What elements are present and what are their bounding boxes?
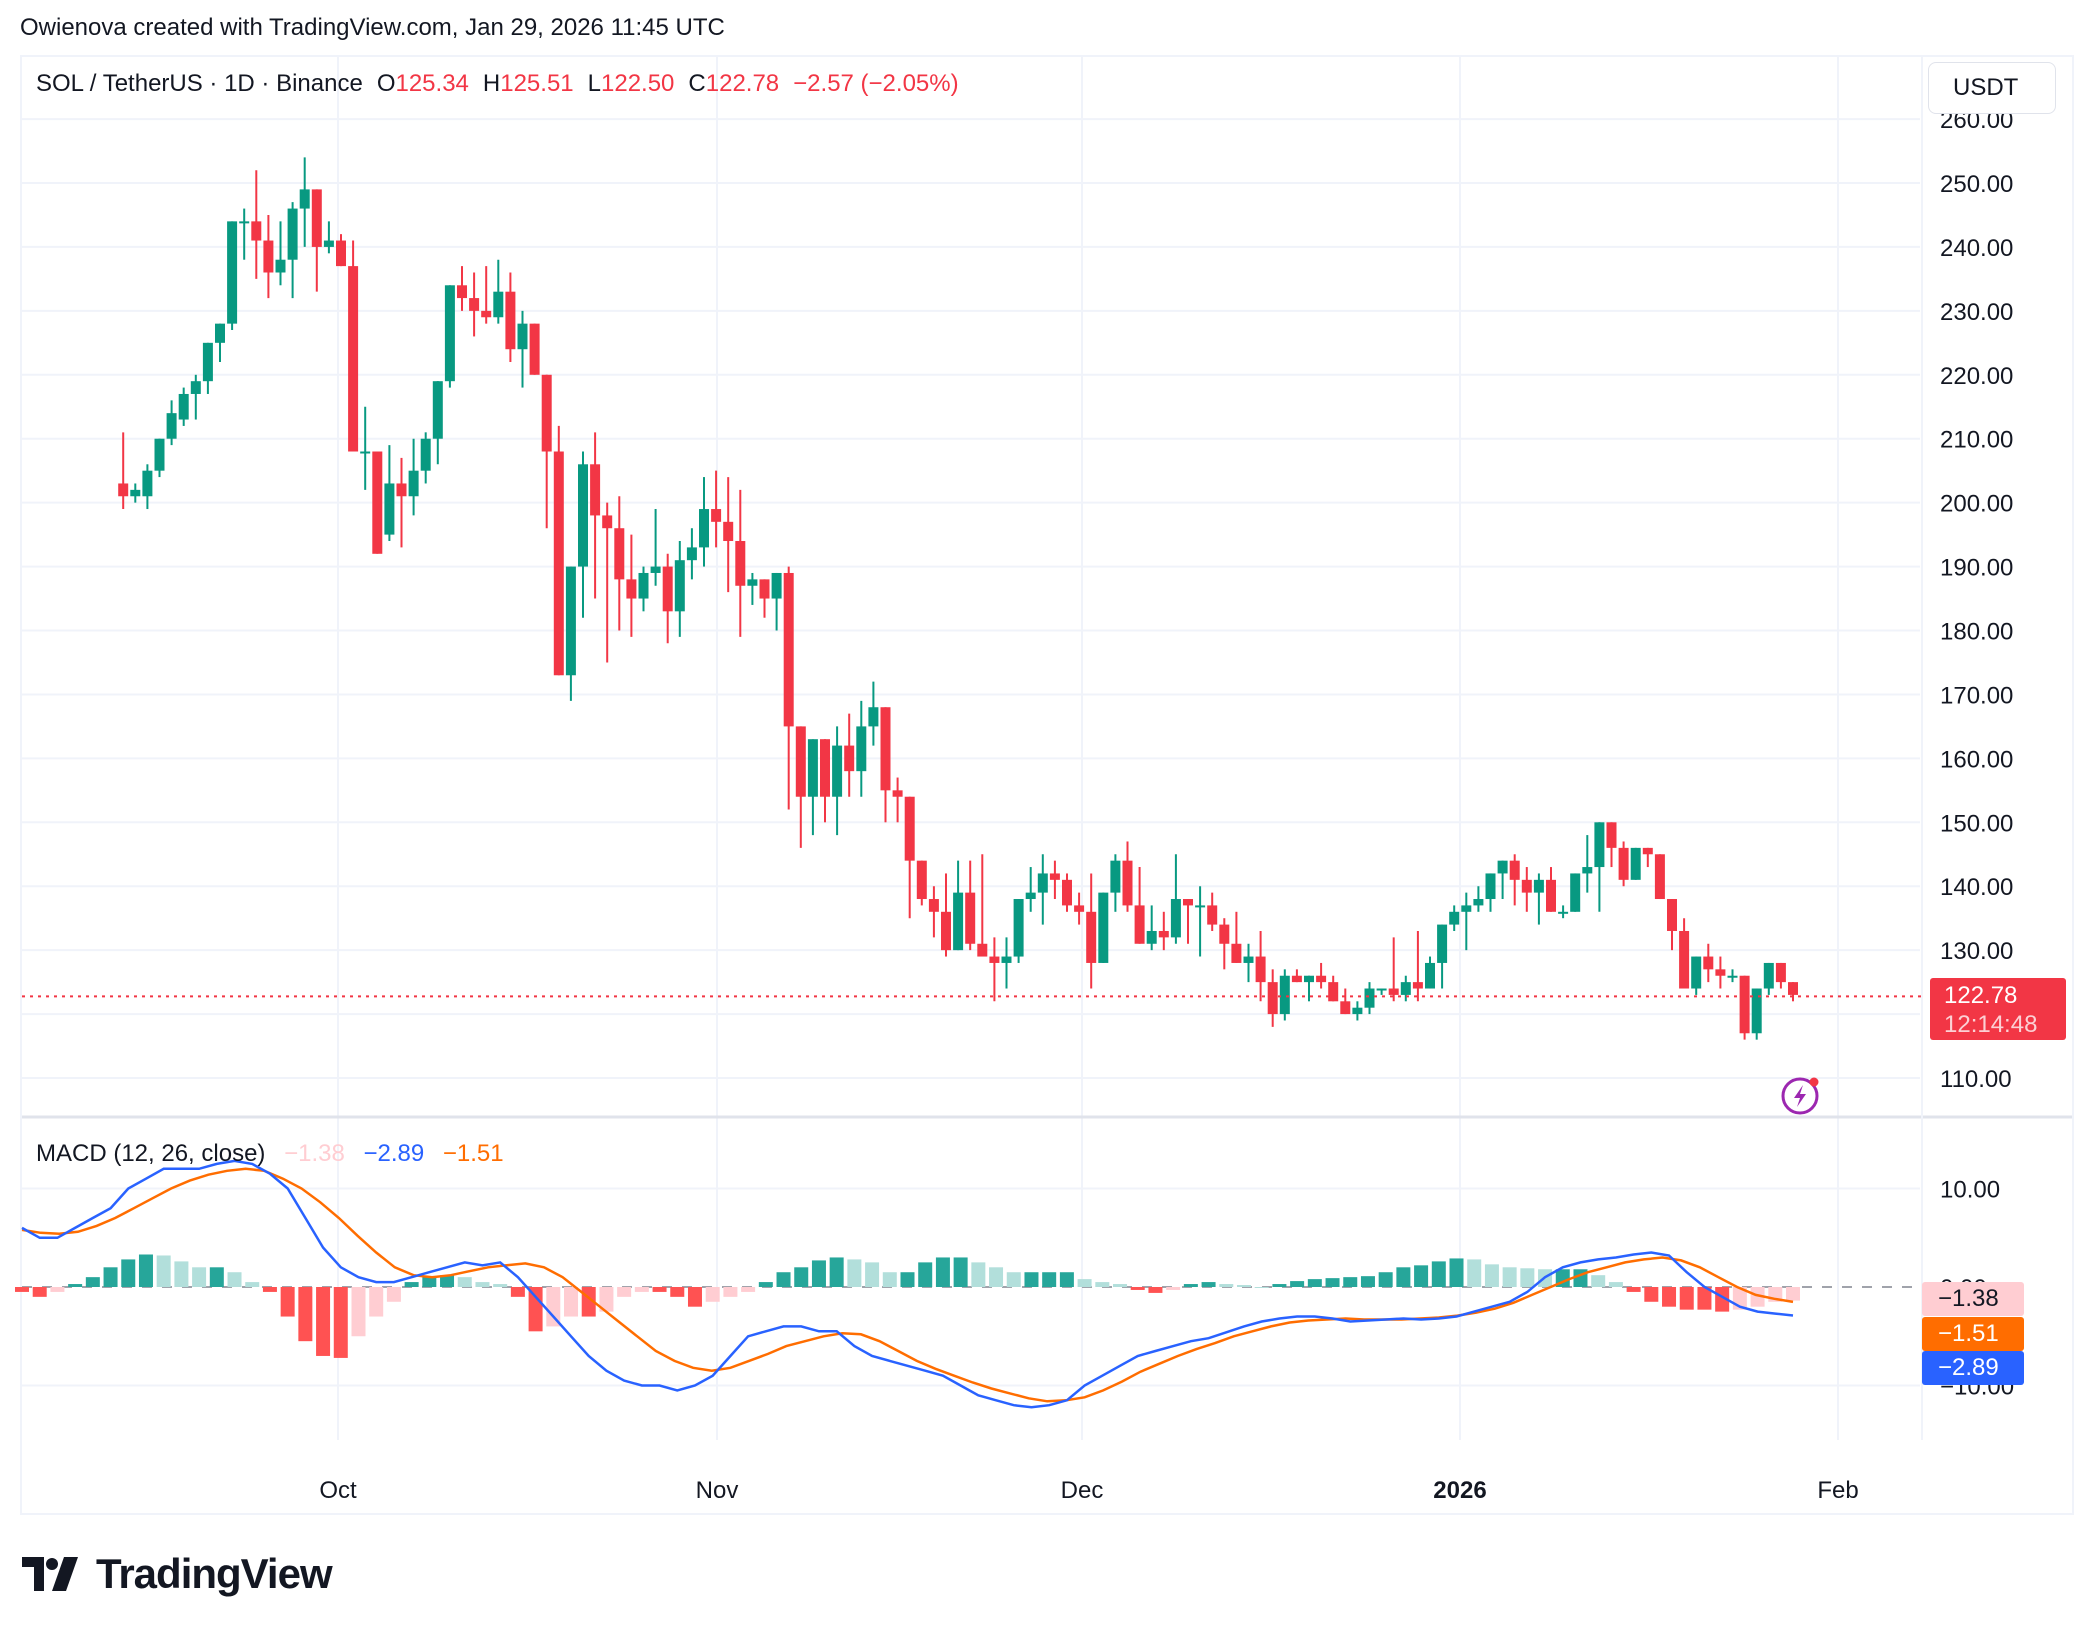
macd-title[interactable]: MACD (12, 26, close) (36, 1140, 266, 1167)
tradingview-logo[interactable]: TradingView (22, 1550, 333, 1598)
macd-axis-label: 10.00 (1940, 1177, 2000, 1204)
time-axis-label: 2026 (1433, 1477, 1486, 1504)
price-axis-label: 140.00 (1940, 874, 2013, 901)
chart-frame (20, 55, 2074, 1515)
change-value: −2.57 (−2.05%) (793, 70, 959, 97)
macd-histogram (15, 1254, 1800, 1358)
macd-signal-value: −1.51 (442, 1140, 504, 1167)
current-price: 122.78 (1944, 982, 2018, 1009)
price-axis-label: 210.00 (1940, 427, 2013, 454)
price-axis-label: 220.00 (1940, 363, 2013, 390)
time-axis-label: Oct (319, 1477, 357, 1504)
price-axis-label: 250.00 (1940, 171, 2013, 198)
price-axis-label: 170.00 (1940, 682, 2013, 709)
current-price-tag: 122.78 12:14:48 (1930, 978, 2066, 1040)
price-axis-label: 180.00 (1940, 619, 2013, 646)
symbol-title[interactable]: SOL / TetherUS · 1D · Binance (36, 70, 363, 97)
lightning-alert-icon[interactable] (1779, 1073, 1823, 1117)
time-axis-label: Feb (1817, 1477, 1858, 1504)
price-axis-label: 200.00 (1940, 491, 2013, 518)
signal-value-tag: −1.51 (1922, 1317, 2024, 1351)
low-value: 122.50 (601, 70, 675, 97)
histogram-value-tag: −1.38 (1922, 1282, 2024, 1316)
candlestick-series (118, 157, 1798, 1040)
price-axis-label: 130.00 (1940, 938, 2013, 965)
macd-line-value: −2.89 (363, 1140, 425, 1167)
high-label: H (482, 70, 501, 97)
close-label: C (688, 70, 706, 97)
tradingview-logo-icon (22, 1557, 78, 1591)
macd-signal-line (21, 1167, 1794, 1403)
price-axis-label: 190.00 (1940, 555, 2013, 582)
open-label: O (376, 70, 396, 97)
price-axis-label: 240.00 (1940, 235, 2013, 262)
attribution-text: Owienova created with TradingView.com, J… (20, 14, 725, 41)
macd-line (21, 1159, 1794, 1409)
macd-histogram-value: −1.38 (284, 1140, 345, 1167)
currency-unit-button[interactable]: USDT (1928, 62, 2056, 114)
time-axis-label: Nov (696, 1477, 739, 1504)
bar-countdown: 12:14:48 (1944, 1011, 2038, 1038)
tradingview-logo-text: TradingView (96, 1550, 333, 1597)
price-axis-label: 230.00 (1940, 299, 2013, 326)
macd-value-tag: −2.89 (1922, 1351, 2024, 1385)
open-value: 125.34 (395, 70, 469, 97)
close-value: 122.78 (705, 70, 780, 97)
price-axis-label: 160.00 (1940, 746, 2013, 773)
price-axis-label: 110.00 (1940, 1066, 2012, 1093)
time-axis-label: Dec (1061, 1477, 1104, 1504)
low-label: L (587, 70, 601, 97)
macd-legend: MACD (12, 26, close) −1.38 −2.89 −1.51 (36, 1140, 516, 1168)
price-axis-label: 150.00 (1940, 810, 2013, 837)
high-value: 125.51 (500, 70, 574, 97)
